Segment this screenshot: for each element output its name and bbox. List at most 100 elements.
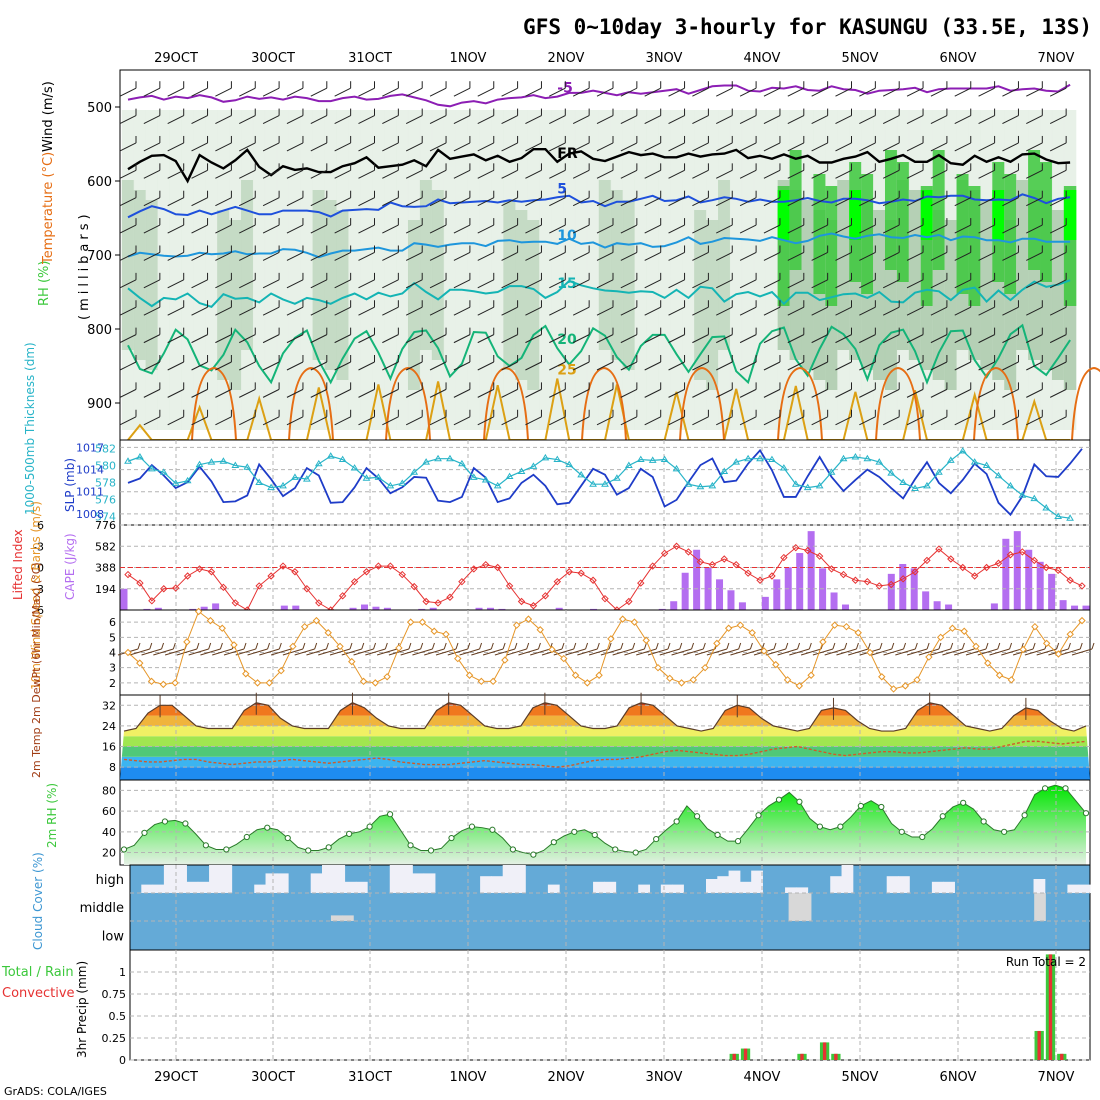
wind-barb (429, 361, 447, 371)
wind-barb (692, 142, 709, 152)
wind-barb (965, 648, 987, 656)
thickness-point (326, 452, 335, 459)
wind-speed-point (230, 641, 238, 649)
lifted-index-point (1066, 576, 1074, 584)
wind-barb (1032, 642, 1036, 650)
y-tick-label: 500 (87, 101, 112, 116)
rh-point (878, 803, 885, 811)
cape-bar (189, 608, 197, 610)
wind-barb (763, 87, 781, 97)
wind-barb (286, 361, 304, 371)
lifted-index-point (1054, 566, 1062, 575)
wind-barb (668, 252, 685, 261)
wind-barb (835, 252, 852, 261)
wind-barb (906, 87, 924, 97)
wind-barb (716, 388, 733, 398)
wind-barb (382, 334, 399, 344)
wind-barb (1049, 197, 1067, 207)
wind-barb (739, 388, 757, 398)
thickness-point (815, 481, 824, 489)
thickness-point (410, 468, 419, 475)
y-tick-label: 900 (87, 397, 112, 412)
wind-speed-point (442, 630, 450, 638)
wind-speed-point (666, 674, 674, 683)
wind-barb (1067, 642, 1071, 650)
wind-barb (763, 306, 781, 316)
lifted-index-point (255, 582, 263, 590)
thickness-point (565, 460, 574, 468)
wind-barb (572, 361, 590, 371)
wind-barb (1049, 306, 1067, 316)
wind-barb (787, 169, 805, 179)
wind-barb (954, 279, 971, 289)
lifted-tick-label: 0 (37, 562, 44, 575)
wind-barb (334, 252, 351, 261)
thickness-point (601, 480, 609, 487)
wind-barb (859, 142, 876, 152)
wind-barb (859, 334, 876, 344)
wind-barb (477, 224, 494, 234)
wind-barb (358, 388, 375, 398)
wind-barb (215, 115, 232, 125)
wind-barb (358, 87, 375, 97)
wind-barb (239, 306, 256, 316)
wind-barb (596, 388, 614, 398)
precip-convective-bar (800, 1053, 804, 1060)
wind-barb (978, 169, 995, 179)
cape-bar (475, 607, 483, 610)
rh-tick-label: 60 (102, 805, 116, 818)
wind-barb (501, 169, 518, 179)
wind-barb (143, 87, 161, 97)
wind-barb (167, 279, 184, 289)
thickness-point (577, 470, 586, 478)
rh-point (202, 842, 209, 849)
wind-speed-point (995, 671, 1004, 679)
wind-barb (453, 416, 471, 426)
cloud-bar (344, 881, 357, 893)
temperature-contour (127, 279, 1071, 308)
rh-area (124, 785, 1086, 865)
wind-barb (310, 361, 328, 371)
wind-barb (477, 361, 494, 371)
wind-barb (835, 334, 852, 344)
wind-barb (985, 642, 989, 650)
wind-barb (716, 306, 733, 316)
wind-barb (859, 115, 876, 125)
wind-barb (612, 648, 633, 656)
wind-barb (1049, 388, 1067, 398)
wind-barb (143, 361, 161, 371)
thickness-point (1042, 504, 1051, 511)
thickness-point (636, 455, 645, 463)
lifted-index-point (541, 592, 550, 600)
cape-bar (899, 563, 907, 610)
cloud-bar (931, 881, 944, 893)
rh-point (1001, 828, 1008, 835)
rh-point (1041, 785, 1049, 792)
wind-barb (282, 648, 304, 656)
cape-bar (154, 607, 162, 610)
lifted-index-point (720, 555, 728, 563)
rh-cell (503, 200, 516, 370)
cloud-bar (898, 876, 910, 893)
wind-speed-point (819, 638, 827, 646)
cloud-bar (830, 876, 843, 893)
lifted-index-point (267, 572, 275, 580)
rh-point (571, 828, 578, 835)
cape-bar (658, 608, 666, 610)
wind-barb (455, 642, 459, 650)
wind-barb (620, 388, 638, 398)
dewpoint-line (123, 740, 1087, 768)
thickness-point (255, 478, 264, 485)
wind-barb (358, 142, 375, 152)
wind-barb (161, 642, 165, 650)
wind-barb (530, 648, 551, 656)
lifted-index-point (732, 560, 740, 569)
thickness-point (994, 471, 1003, 479)
thickness-point (267, 483, 275, 491)
wind-barb (164, 648, 186, 656)
cape-bar (383, 607, 391, 610)
cape-bar (773, 579, 781, 610)
wind-barb (501, 87, 518, 97)
rh-cell (288, 110, 302, 430)
